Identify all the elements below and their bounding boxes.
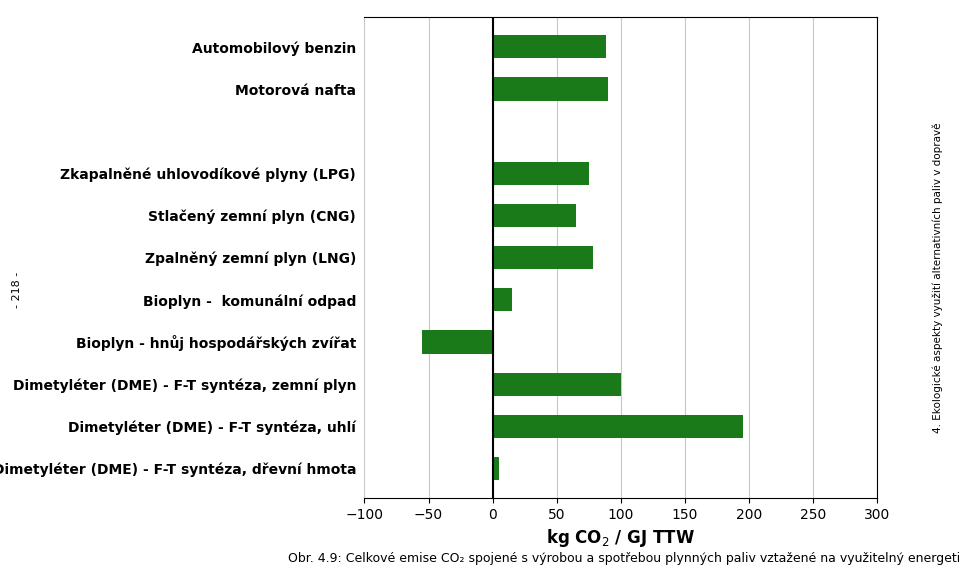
Text: Obr. 4.9: Celkové emise CO₂ spojené s výrobou a spotřebou plynných paliv vztažen: Obr. 4.9: Celkové emise CO₂ spojené s vý… bbox=[288, 552, 959, 565]
Bar bbox=[493, 415, 743, 438]
Bar bbox=[493, 288, 512, 312]
Bar bbox=[493, 162, 589, 185]
Bar bbox=[422, 331, 493, 354]
Bar bbox=[493, 35, 605, 58]
Text: 4. Ekologické aspekty využití alternativních paliv v dopravě: 4. Ekologické aspekty využití alternativ… bbox=[933, 123, 943, 433]
Bar bbox=[493, 457, 499, 480]
Text: - 218 -: - 218 - bbox=[12, 272, 22, 307]
Bar bbox=[493, 372, 621, 395]
Bar bbox=[493, 78, 608, 101]
Bar bbox=[493, 204, 576, 227]
X-axis label: kg CO$_2$ / GJ TTW: kg CO$_2$ / GJ TTW bbox=[547, 527, 695, 549]
Bar bbox=[493, 246, 593, 269]
